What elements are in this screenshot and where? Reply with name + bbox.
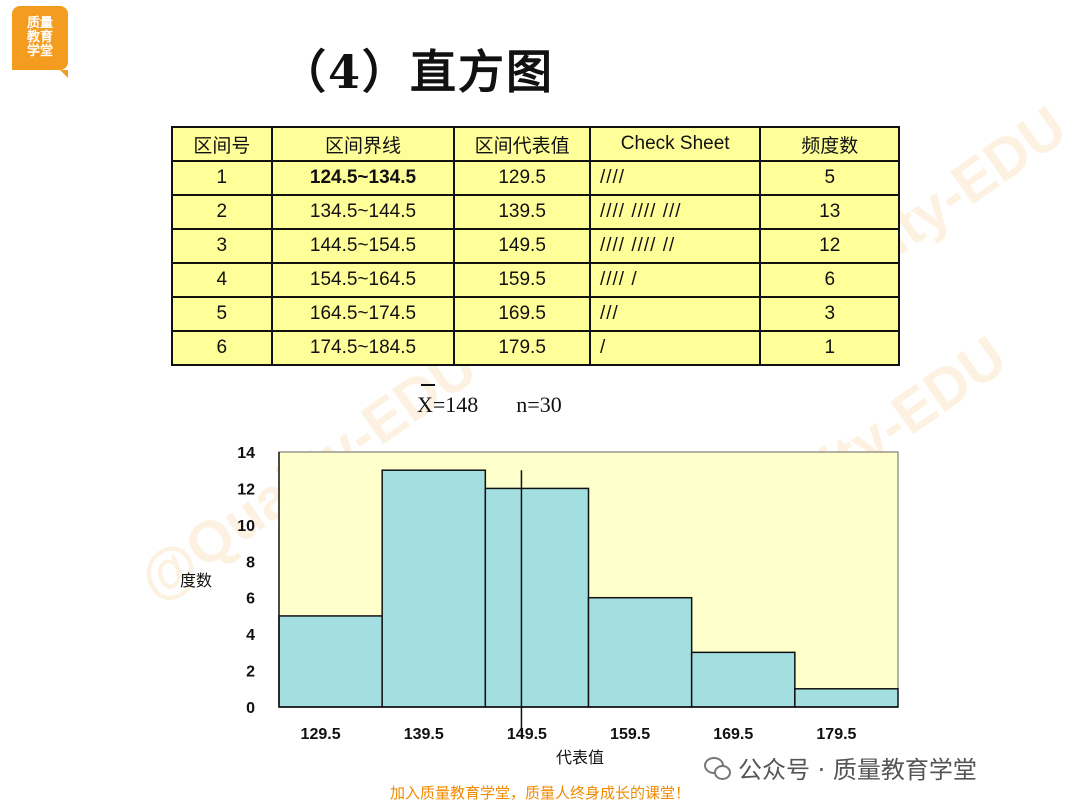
cell-range: 174.5~184.5 <box>270 330 456 366</box>
histogram-bar <box>690 651 796 708</box>
header-check-sheet: Check Sheet <box>588 126 762 162</box>
histogram-bar <box>381 469 487 708</box>
cell-freq: 5 <box>759 160 900 196</box>
cell-mid: 159.5 <box>453 262 591 298</box>
y-tick-label: 14 <box>237 445 255 462</box>
x-tick-label: 159.5 <box>610 726 650 743</box>
cell-no: 2 <box>171 194 273 230</box>
histogram-bar <box>278 615 383 708</box>
table-header-row: 区间号 区间界线 区间代表值 Check Sheet 频度数 <box>171 126 900 162</box>
mean-value: X=148 <box>417 392 479 417</box>
y-tick-label: 10 <box>237 518 255 535</box>
logo-text-line3: 学堂 <box>26 44 53 59</box>
x-tick-label: 139.5 <box>404 726 444 743</box>
histogram-bar <box>587 596 693 708</box>
footer-brand-text: 公众号 · 质量教育学堂 <box>738 756 977 784</box>
x-axis-label: 代表值 <box>556 748 604 767</box>
mean-overline <box>421 384 435 386</box>
x-tick-label: 149.5 <box>507 726 547 743</box>
cell-mid: 179.5 <box>453 330 591 366</box>
cell-range: 124.5~134.5 <box>270 160 456 196</box>
x-tick-label: 169.5 <box>713 726 753 743</box>
header-midpoint: 区间代表值 <box>453 126 591 162</box>
cell-freq: 6 <box>759 262 900 298</box>
cell-check: / <box>588 330 762 366</box>
page-title: （4）直方图 <box>280 45 555 99</box>
table-row: 4 154.5~164.5 159.5 //// / 6 <box>171 262 900 298</box>
y-tick-label: 12 <box>237 481 255 498</box>
sample-size: n=30 <box>516 392 562 417</box>
cell-range: 154.5~164.5 <box>270 262 456 298</box>
histogram-bar <box>484 487 590 708</box>
logo-text-line1: 质量 <box>26 16 53 31</box>
cell-check: //// //// // <box>588 228 762 264</box>
cell-no: 1 <box>171 160 273 196</box>
x-tick-label: 179.5 <box>816 726 856 743</box>
header-frequency: 频度数 <box>759 126 900 162</box>
cell-check: //// <box>588 160 762 196</box>
cell-mid: 129.5 <box>453 160 591 196</box>
cell-range: 144.5~154.5 <box>270 228 456 264</box>
histogram-bar <box>794 688 899 708</box>
header-interval-no: 区间号 <box>171 126 273 162</box>
cell-range: 134.5~144.5 <box>270 194 456 230</box>
table-row: 1 124.5~134.5 129.5 //// 5 <box>171 160 900 196</box>
cell-freq: 12 <box>759 228 900 264</box>
cell-check: /// <box>588 296 762 332</box>
footer-slogan: 加入质量教育学堂，质量人终身成长的课堂！ <box>389 784 690 802</box>
y-tick-label: 4 <box>246 627 255 644</box>
cell-freq: 3 <box>759 296 900 332</box>
table-row: 2 134.5~144.5 139.5 //// //// /// 13 <box>171 194 900 230</box>
header-interval-range: 区间界线 <box>270 126 456 162</box>
table-row: 6 174.5~184.5 179.5 / 1 <box>171 330 900 366</box>
cell-check: //// / <box>588 262 762 298</box>
cell-freq: 1 <box>759 330 900 366</box>
cell-freq: 13 <box>759 194 900 230</box>
footer-brand: 公众号 · 质量教育学堂 <box>704 750 977 785</box>
cell-no: 5 <box>171 296 273 332</box>
y-tick-label: 6 <box>246 591 255 608</box>
cell-no: 4 <box>171 262 273 298</box>
cell-mid: 149.5 <box>453 228 591 264</box>
cell-mid: 139.5 <box>453 194 591 230</box>
y-tick-label: 2 <box>246 664 255 681</box>
cell-no: 6 <box>171 330 273 366</box>
wechat-icon <box>704 756 731 780</box>
table-row: 5 164.5~174.5 169.5 /// 3 <box>171 296 900 332</box>
logo-text-line2: 教育 <box>26 30 53 45</box>
summary-stats: X=148 n=30 <box>417 384 562 418</box>
cell-range: 164.5~174.5 <box>270 296 456 332</box>
table-row: 3 144.5~154.5 149.5 //// //// // 12 <box>171 228 900 264</box>
x-tick-label: 129.5 <box>301 726 341 743</box>
y-tick-label: 8 <box>246 554 255 571</box>
y-tick-label: 0 <box>246 700 255 717</box>
cell-no: 3 <box>171 228 273 264</box>
frequency-table: 区间号 区间界线 区间代表值 Check Sheet 频度数 1 124.5~1… <box>171 126 900 366</box>
y-axis-label: 度数 <box>180 571 212 590</box>
cell-check: //// //// /// <box>588 194 762 230</box>
cell-mid: 169.5 <box>453 296 591 332</box>
brand-logo: 质量 教育 学堂 <box>12 6 68 78</box>
